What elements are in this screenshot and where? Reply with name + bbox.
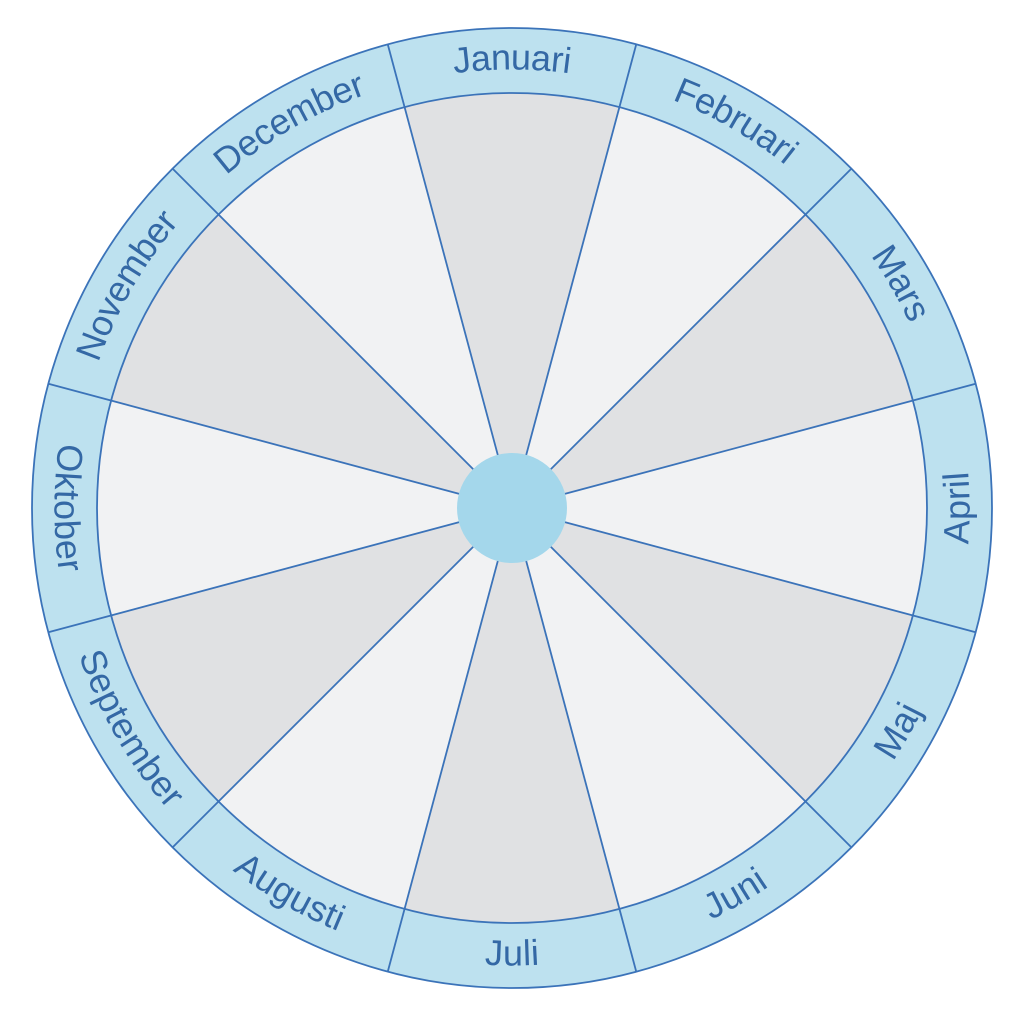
month-wheel-diagram: JanuariFebruariMarsAprilMajJuniJuliAugus… bbox=[0, 0, 1024, 1017]
hub-circle bbox=[457, 453, 567, 563]
month-label: Oktober bbox=[46, 442, 91, 574]
month-label: April bbox=[935, 471, 977, 545]
